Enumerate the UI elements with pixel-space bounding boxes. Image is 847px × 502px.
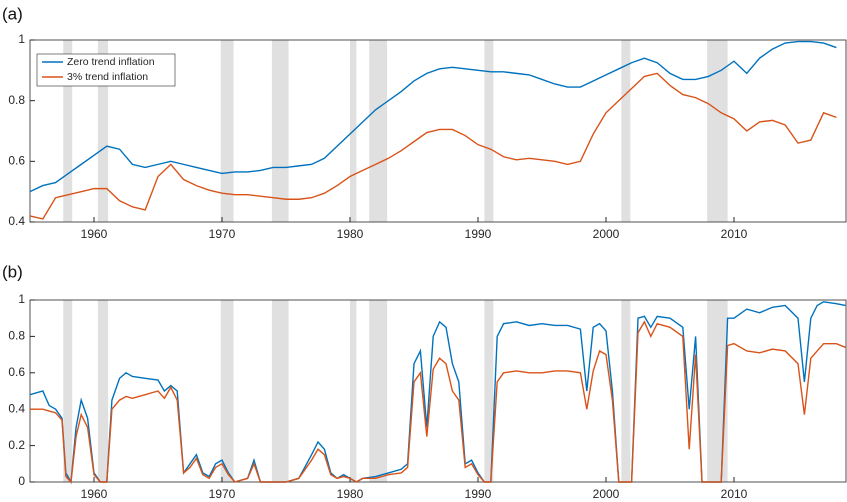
recession-band <box>271 40 289 222</box>
y-tick-label: 0.8 <box>8 329 25 343</box>
legend-label: Zero trend inflation <box>67 56 155 68</box>
legend: Zero trend inflation 3% trend inflation <box>36 53 176 87</box>
legend-box <box>36 53 176 87</box>
x-tick-label: 2000 <box>593 487 620 501</box>
recession-band <box>484 300 494 482</box>
x-tick-label: 2010 <box>721 487 748 501</box>
x-tick-label: 1990 <box>465 227 492 241</box>
recession-band <box>97 300 109 482</box>
series-line <box>29 72 837 220</box>
series-line <box>29 301 846 485</box>
y-tick-label: 0.8 <box>8 93 25 107</box>
recession-band <box>63 300 73 482</box>
x-tick-label: 2000 <box>593 227 620 241</box>
x-tick-label: 1970 <box>209 227 236 241</box>
recession-band <box>369 300 388 482</box>
y-tick-label: 0.6 <box>8 365 25 379</box>
x-tick-label: 2010 <box>721 227 748 241</box>
plot-frame <box>29 39 847 223</box>
recession-band <box>621 300 631 482</box>
x-tick-label: 1980 <box>337 227 364 241</box>
y-tick-label: 0.2 <box>8 438 25 452</box>
y-tick-label: 0.4 <box>8 214 25 228</box>
recession-band <box>707 40 728 222</box>
recession-band <box>350 300 357 482</box>
legend-label: 3% trend inflation <box>67 71 148 83</box>
plot-frame <box>29 299 847 483</box>
series-line <box>30 320 846 484</box>
x-tick-label: 1960 <box>81 487 108 501</box>
y-tick-label: 1 <box>18 292 25 306</box>
panel-title: (a) <box>2 4 23 23</box>
x-tick-label: 1970 <box>209 487 236 501</box>
recession-band <box>621 40 631 222</box>
y-tick-label: 0.6 <box>8 154 25 168</box>
recession-band <box>484 40 494 222</box>
x-tick-label: 1960 <box>81 227 108 241</box>
recession-band <box>271 300 289 482</box>
recession-band <box>220 300 234 482</box>
recession-band <box>97 40 109 222</box>
y-tick-label: 0.4 <box>8 401 25 415</box>
panel-title: (b) <box>2 262 23 281</box>
x-tick-label: 1990 <box>465 487 492 501</box>
y-tick-label: 0 <box>18 474 25 488</box>
recession-band <box>220 40 234 222</box>
x-tick-label: 1980 <box>337 487 364 501</box>
recession-band <box>369 40 388 222</box>
y-tick-label: 1 <box>18 32 25 46</box>
series-line <box>29 40 837 193</box>
recession-band <box>63 40 73 222</box>
